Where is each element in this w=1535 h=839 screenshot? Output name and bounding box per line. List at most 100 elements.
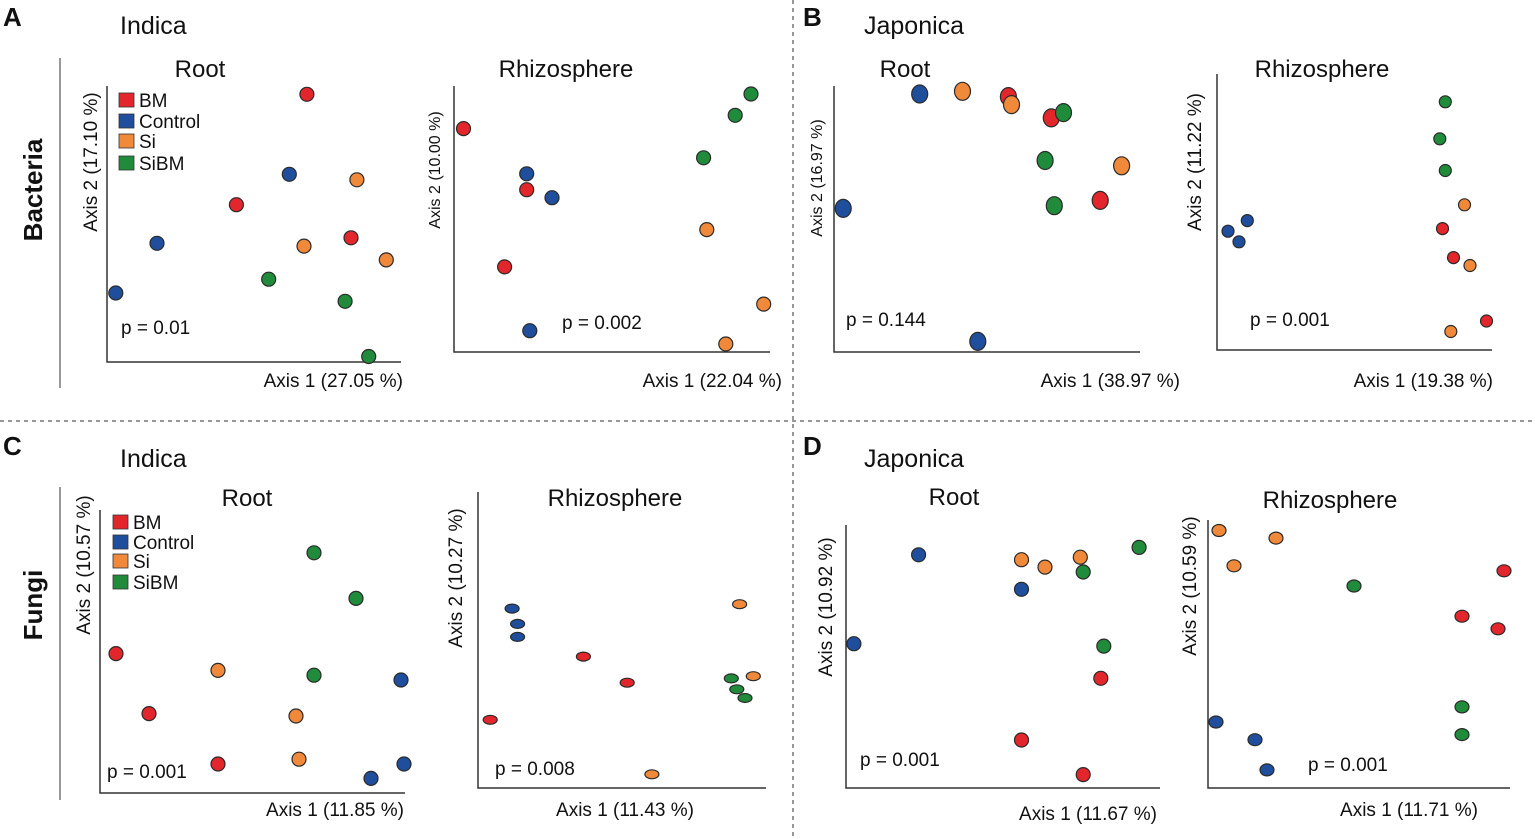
plot-title: Rhizosphere bbox=[1263, 487, 1398, 514]
axes bbox=[833, 86, 1140, 353]
axes bbox=[477, 492, 766, 789]
x-axis-label: Axis 1 (22.04 %) bbox=[643, 371, 782, 392]
p-value: p = 0.144 bbox=[846, 310, 926, 331]
plot-a-root: Root Axis 1 (27.05 %) Axis 2 (17.10 %) p… bbox=[81, 56, 403, 392]
axes bbox=[845, 525, 1160, 789]
panel-group-title-c: Indica bbox=[120, 445, 187, 473]
legend-swatch-sibm bbox=[118, 155, 135, 171]
plot-title: Root bbox=[880, 56, 931, 83]
data-point-sibm bbox=[1346, 579, 1362, 593]
data-point-control bbox=[834, 198, 852, 218]
data-point-control bbox=[846, 636, 862, 652]
x-axis-label: Axis 1 (11.85 %) bbox=[266, 800, 404, 821]
legend-label-control: Control bbox=[133, 533, 194, 554]
legend-swatch-bm bbox=[118, 92, 135, 108]
axes bbox=[106, 86, 401, 363]
data-point-sibm bbox=[1131, 539, 1147, 556]
data-point-si bbox=[718, 336, 734, 352]
plot-title: Rhizosphere bbox=[548, 485, 683, 512]
data-point-bm bbox=[1490, 622, 1506, 636]
row-label-fungi: Fungi bbox=[18, 570, 48, 641]
p-value: p = 0.001 bbox=[107, 762, 187, 783]
p-value: p = 0.001 bbox=[1308, 755, 1388, 776]
p-value: p = 0.002 bbox=[562, 313, 642, 334]
data-point-control bbox=[509, 618, 526, 630]
data-point-si bbox=[745, 671, 761, 682]
data-point-si bbox=[296, 238, 312, 254]
plot-c-rhizosphere: Rhizosphere Axis 1 (11.43 %) Axis 2 (10.… bbox=[446, 485, 766, 821]
data-point-sibm bbox=[306, 545, 322, 561]
data-point-control bbox=[1208, 715, 1224, 729]
data-point-sibm bbox=[1438, 95, 1452, 109]
data-point-sibm bbox=[1454, 727, 1470, 742]
data-point-sibm bbox=[306, 667, 322, 683]
data-point-sibm bbox=[695, 150, 712, 166]
plot-title: Root bbox=[222, 485, 273, 512]
plot-d-rhizosphere: Rhizosphere Axis 1 (11.71 %) Axis 2 (10.… bbox=[1180, 487, 1512, 821]
legend-label-bm: BM bbox=[139, 91, 168, 112]
data-point-bm bbox=[575, 651, 592, 662]
data-point-control bbox=[1240, 214, 1254, 228]
data-point-si bbox=[644, 769, 660, 780]
data-point-si bbox=[1444, 324, 1458, 339]
legend-swatch-bm bbox=[112, 514, 129, 530]
data-point-si bbox=[378, 252, 394, 268]
data-point-si bbox=[699, 222, 715, 238]
data-point-bm bbox=[482, 714, 498, 725]
data-point-sibm bbox=[1438, 163, 1452, 178]
data-point-sibm bbox=[348, 590, 364, 607]
p-value: p = 0.001 bbox=[860, 750, 940, 771]
data-point-control bbox=[969, 331, 987, 351]
data-point-control bbox=[1232, 235, 1246, 249]
legend-label-control: Control bbox=[139, 112, 200, 133]
data-point-bm bbox=[1454, 609, 1470, 623]
data-point-control bbox=[519, 166, 535, 182]
data-point-bm bbox=[1093, 670, 1109, 686]
data-point-bm bbox=[210, 756, 226, 772]
data-point-sibm bbox=[723, 673, 739, 684]
data-point-si bbox=[291, 751, 307, 767]
data-point-control bbox=[522, 323, 538, 339]
data-point-sibm bbox=[729, 684, 745, 695]
data-point-sibm bbox=[727, 107, 743, 123]
data-point-bm bbox=[1075, 766, 1091, 783]
data-point-control bbox=[1259, 763, 1275, 777]
plot-title: Root bbox=[929, 484, 980, 511]
plot-d-root: Root Axis 1 (11.67 %) Axis 2 (10.92 %) p… bbox=[816, 484, 1160, 825]
data-point-control bbox=[1013, 581, 1030, 597]
data-point-sibm bbox=[1096, 638, 1112, 654]
axes bbox=[453, 86, 770, 353]
data-point-si bbox=[1013, 552, 1030, 568]
data-point-control bbox=[544, 190, 560, 206]
svg-text:Fungi: Fungi bbox=[18, 570, 48, 641]
data-point-si bbox=[1211, 523, 1227, 538]
data-point-control bbox=[393, 672, 409, 688]
x-axis-label: Axis 1 (11.67 %) bbox=[1019, 804, 1157, 825]
p-value: p = 0.01 bbox=[121, 318, 190, 339]
data-point-si bbox=[1226, 559, 1242, 573]
legend-label-si: Si bbox=[133, 552, 150, 573]
data-point-control bbox=[509, 631, 526, 643]
data-point-control bbox=[910, 547, 927, 563]
data-point-si bbox=[1072, 549, 1088, 565]
plot-title: Root bbox=[175, 56, 226, 83]
data-point-si bbox=[1463, 258, 1477, 273]
legend-label-sibm: SiBM bbox=[133, 573, 178, 594]
data-point-sibm bbox=[337, 293, 353, 309]
data-point-si bbox=[1037, 559, 1053, 575]
y-axis-label: Axis 2 (10.59 %) bbox=[1180, 516, 1201, 655]
panel-letter-a: A bbox=[3, 2, 22, 32]
y-axis-label: Axis 2 (10.92 %) bbox=[816, 537, 837, 676]
data-point-bm bbox=[1496, 564, 1512, 578]
svg-text:Bacteria: Bacteria bbox=[18, 138, 48, 241]
data-point-sibm bbox=[1036, 150, 1054, 171]
legend-swatch-control bbox=[118, 113, 135, 129]
data-point-si bbox=[1268, 531, 1284, 545]
data-point-si bbox=[953, 81, 972, 101]
data-point-bm bbox=[1479, 314, 1494, 328]
legend-swatch-control bbox=[112, 534, 129, 550]
legend-label-si: Si bbox=[139, 132, 156, 153]
legend-swatch-si bbox=[112, 553, 129, 569]
plot-c-root: Root Axis 1 (11.85 %) Axis 2 (10.57 %) p… bbox=[74, 485, 412, 821]
